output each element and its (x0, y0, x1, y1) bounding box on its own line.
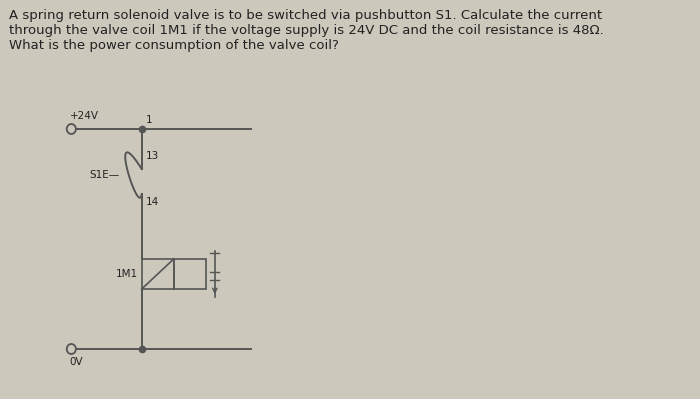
Text: 1: 1 (146, 115, 152, 125)
Text: S1E—: S1E— (90, 170, 120, 180)
Bar (141, 259, 174, 289)
Text: 14: 14 (146, 197, 159, 207)
Text: +24V: +24V (69, 111, 99, 121)
Text: A spring return solenoid valve is to be switched via pushbutton S1. Calculate th: A spring return solenoid valve is to be … (9, 9, 604, 52)
Text: 1M1: 1M1 (116, 269, 138, 279)
Text: 13: 13 (146, 151, 159, 161)
Bar (174, 259, 206, 289)
Text: 0V: 0V (69, 357, 83, 367)
